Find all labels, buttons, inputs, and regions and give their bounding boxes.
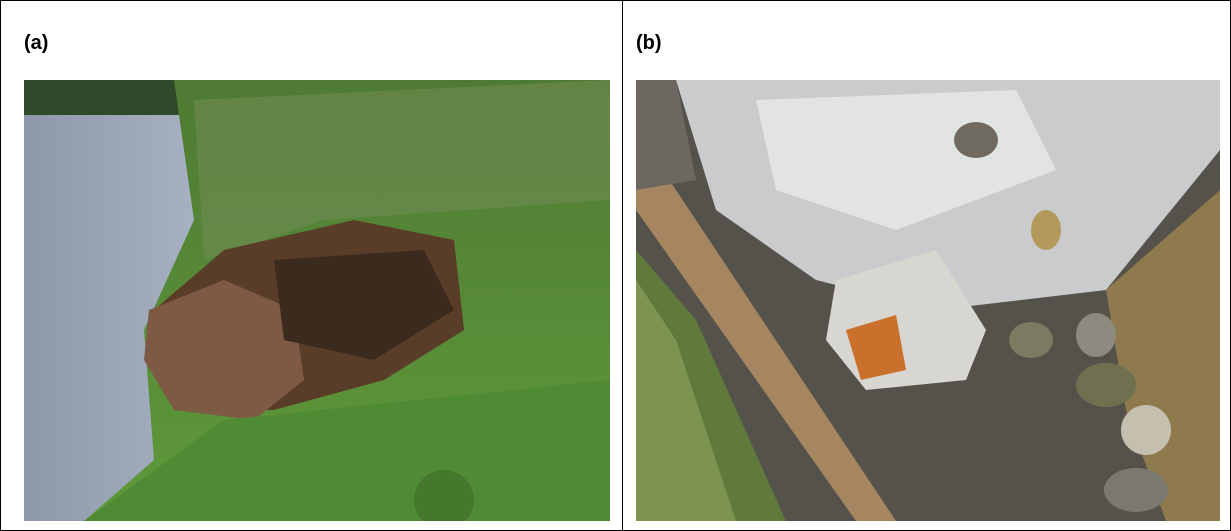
panel-label: (b)	[636, 32, 662, 55]
panel-label: (a)	[24, 32, 48, 55]
page: (a) (b) (() => { const data = JSON.parse…	[0, 0, 1231, 531]
cell-divider	[622, 0, 623, 531]
photo-riverbank-erosion	[24, 80, 610, 521]
photo-dumped-engine-in-stream	[636, 80, 1220, 521]
